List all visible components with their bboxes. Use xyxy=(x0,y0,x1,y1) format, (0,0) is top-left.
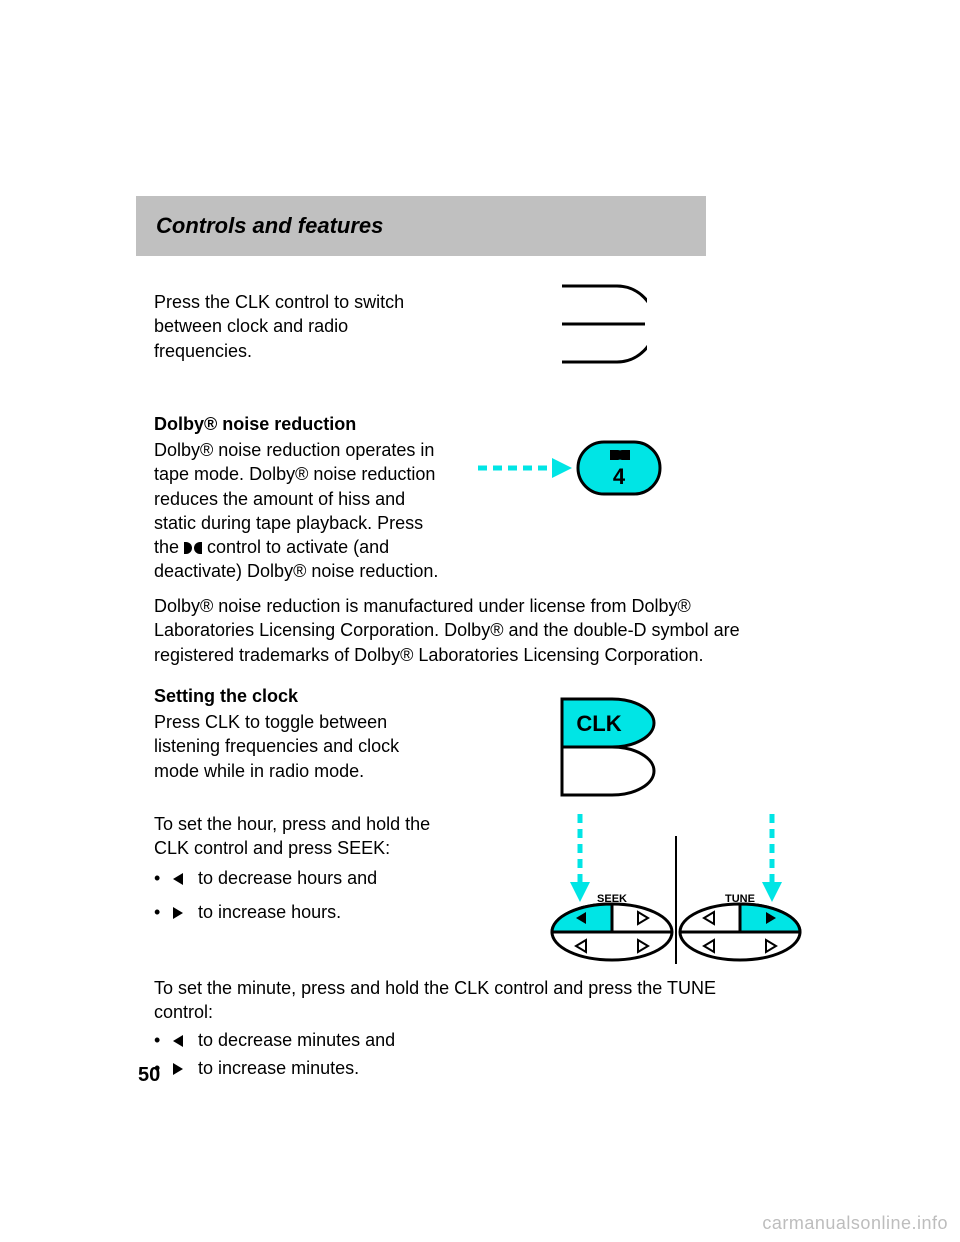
page-number: 50 xyxy=(138,1064,160,1087)
clk-intro-text: Press the CLK control to switch between … xyxy=(154,290,524,363)
clk-label: CLK xyxy=(576,711,621,736)
left-arrow-icon xyxy=(173,873,183,885)
section-header: Controls and features xyxy=(136,196,706,256)
left-arrow-head-icon xyxy=(570,882,590,902)
dolby-icon-small xyxy=(610,450,630,460)
setting-clock-heading: Setting the clock xyxy=(154,684,298,708)
tune-bullet-1: • to decrease minutes and xyxy=(154,1028,654,1052)
dolby-heading: Dolby® noise reduction xyxy=(154,412,356,436)
tune-paragraph: To set the minute, press and hold the CL… xyxy=(154,976,834,1025)
arrow-head-icon xyxy=(552,458,572,478)
seek-paragraph: To set the hour, press and hold the CLK … xyxy=(154,812,534,861)
watermark: carmanualsonline.info xyxy=(762,1213,948,1234)
clk-half-button-figure xyxy=(557,281,647,367)
left-arrow-icon-2 xyxy=(173,1035,183,1047)
seek-bullet-2: • to increase hours. xyxy=(154,900,534,924)
dolby-button-figure: 4 xyxy=(470,430,670,510)
right-arrow-head-icon xyxy=(762,882,782,902)
seek-b1-text: to decrease hours and xyxy=(198,868,377,888)
page: Controls and features Press the CLK cont… xyxy=(0,0,960,1242)
tune-rocker xyxy=(680,904,800,960)
right-arrow-icon-2 xyxy=(173,1063,183,1075)
setting-clock-p1: Press CLK to toggle between listening fr… xyxy=(154,710,534,783)
seek-bullet-1: • to decrease hours and xyxy=(154,866,534,890)
preset-number: 4 xyxy=(613,464,626,489)
clk-bottom-half xyxy=(562,747,654,795)
seek-b2-text: to increase hours. xyxy=(198,902,341,922)
tune-bullet-2: • to increase minutes. xyxy=(154,1056,654,1080)
seek-tune-figure: SEEK TUNE xyxy=(538,806,814,966)
tune-b2-text: to increase minutes. xyxy=(198,1058,359,1078)
clk-highlight-figure: CLK xyxy=(557,694,657,800)
dolby-icon xyxy=(184,542,202,554)
section-header-text: Controls and features xyxy=(156,213,383,239)
seek-rocker xyxy=(552,904,672,960)
tune-b1-text: to decrease minutes and xyxy=(198,1030,395,1050)
dolby-licensing-text: Dolby® noise reduction is manufactured u… xyxy=(154,594,834,667)
right-arrow-icon xyxy=(173,907,183,919)
